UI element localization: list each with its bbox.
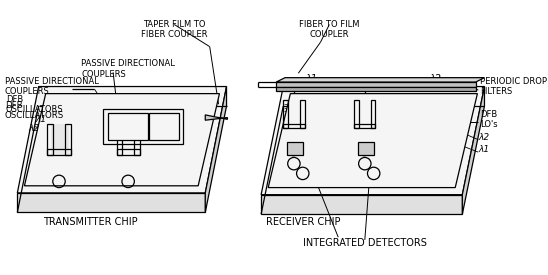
Bar xyxy=(300,100,305,128)
Polygon shape xyxy=(261,195,463,214)
Polygon shape xyxy=(261,87,484,195)
Text: λ2: λ2 xyxy=(478,133,489,142)
Text: DFB
OSCILLATORS: DFB OSCILLATORS xyxy=(6,95,64,114)
Bar xyxy=(150,113,179,140)
Bar xyxy=(117,150,140,155)
Bar xyxy=(287,142,302,155)
Bar xyxy=(354,100,358,128)
Text: λ1: λ1 xyxy=(478,145,489,154)
Text: PERIODIC DROP
FILTERS: PERIODIC DROP FILTERS xyxy=(480,77,547,96)
Bar xyxy=(65,124,71,155)
Bar xyxy=(51,124,68,155)
Text: TRANSMITTER CHIP: TRANSMITTER CHIP xyxy=(43,217,138,227)
Bar xyxy=(48,124,53,155)
Bar xyxy=(354,124,375,128)
Text: TAPER FILM TO
FIBER COUPLER: TAPER FILM TO FIBER COUPLER xyxy=(141,20,208,39)
Polygon shape xyxy=(18,193,206,212)
Bar xyxy=(283,100,288,128)
Bar xyxy=(117,124,122,155)
Polygon shape xyxy=(463,87,484,214)
Text: FIBER TO FILM
COUPLER: FIBER TO FILM COUPLER xyxy=(299,20,359,39)
Text: PASSIVE DIRECTIONAL
COUPLERS: PASSIVE DIRECTIONAL COUPLERS xyxy=(5,77,99,96)
Bar xyxy=(108,113,147,140)
Text: λ2: λ2 xyxy=(430,73,442,84)
Text: DFB
LO's: DFB LO's xyxy=(480,110,498,129)
Polygon shape xyxy=(25,94,219,186)
Bar xyxy=(283,124,305,128)
Text: λ1: λ1 xyxy=(306,73,318,84)
Polygon shape xyxy=(268,94,477,188)
Polygon shape xyxy=(206,87,226,212)
Text: RECEIVER CHIP: RECEIVER CHIP xyxy=(266,217,340,227)
Text: PASSIVE DIRECTIONAL
COUPLERS: PASSIVE DIRECTIONAL COUPLERS xyxy=(81,59,175,78)
Text: λ1: λ1 xyxy=(35,115,46,124)
Polygon shape xyxy=(276,87,476,91)
Bar xyxy=(371,100,375,128)
Text: λ2: λ2 xyxy=(28,124,39,133)
Text: INTEGRATED DETECTORS: INTEGRATED DETECTORS xyxy=(303,238,427,248)
Bar xyxy=(104,109,183,144)
Polygon shape xyxy=(18,87,226,193)
Bar xyxy=(358,142,374,155)
Bar xyxy=(134,124,140,155)
Bar xyxy=(48,150,71,155)
Polygon shape xyxy=(276,78,484,82)
Polygon shape xyxy=(206,115,227,120)
Text: DFB
OSCILLATORS: DFB OSCILLATORS xyxy=(5,101,64,120)
Polygon shape xyxy=(276,82,476,87)
